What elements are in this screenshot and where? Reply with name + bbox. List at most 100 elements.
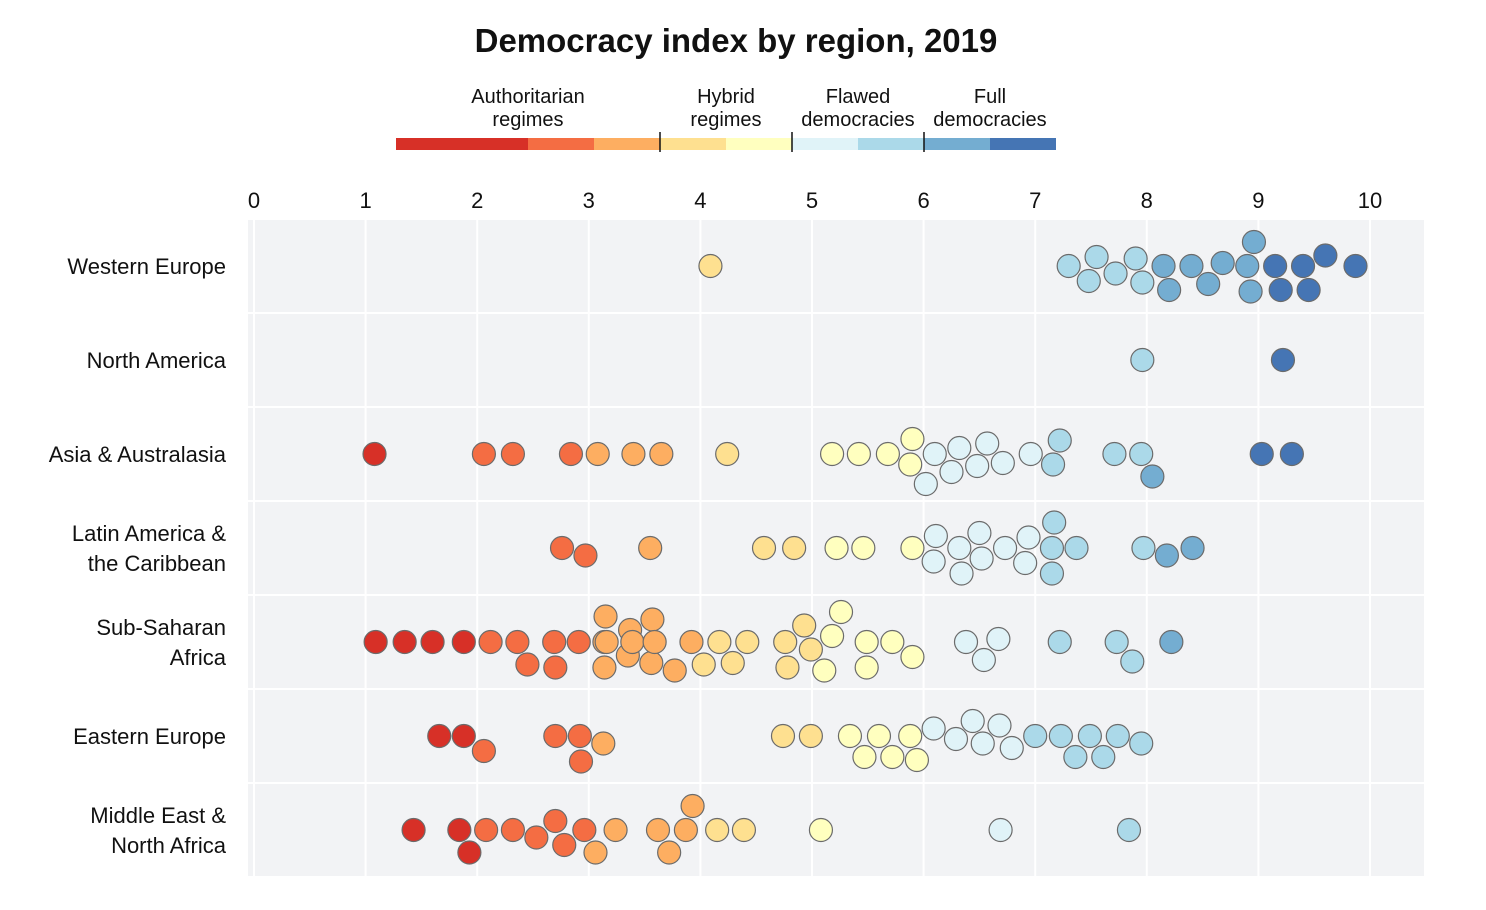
data-point — [649, 441, 674, 467]
data-point — [1104, 629, 1129, 655]
data-point — [819, 623, 845, 649]
data-point — [1039, 561, 1065, 586]
region-panel — [248, 314, 1424, 406]
data-point — [735, 629, 760, 655]
data-point — [999, 735, 1024, 761]
data-point — [1091, 744, 1116, 770]
data-point — [900, 644, 925, 670]
data-point — [543, 808, 568, 834]
data-point — [960, 708, 985, 734]
data-point — [866, 723, 892, 749]
data-point — [451, 723, 476, 749]
data-point — [566, 629, 591, 655]
data-point — [798, 637, 823, 662]
data-point — [852, 744, 877, 770]
data-point — [572, 817, 597, 843]
data-point — [1016, 525, 1041, 550]
data-point — [645, 817, 671, 843]
data-point — [392, 629, 417, 655]
data-point — [837, 723, 863, 749]
x-tick-label: 2 — [471, 188, 483, 213]
legend-swatch — [726, 138, 792, 150]
data-point — [1105, 723, 1130, 749]
data-point — [594, 629, 619, 655]
data-point — [939, 459, 964, 485]
data-point — [620, 629, 645, 655]
x-tick-label: 9 — [1252, 188, 1264, 213]
data-point — [642, 629, 667, 655]
data-point — [1290, 253, 1316, 279]
data-point — [593, 604, 618, 629]
data-point — [1343, 253, 1368, 279]
data-point — [568, 749, 594, 774]
data-point — [880, 629, 905, 655]
data-point — [947, 435, 972, 461]
region-label: Latin America & the Caribbean — [72, 521, 226, 576]
region-panel — [248, 784, 1424, 876]
data-point — [1235, 253, 1260, 279]
region-label: North America — [87, 348, 227, 373]
x-tick-label: 8 — [1141, 188, 1153, 213]
data-point — [1047, 428, 1072, 453]
data-point — [900, 426, 925, 452]
data-point — [1179, 253, 1204, 279]
data-point — [638, 535, 663, 561]
data-point — [921, 716, 946, 741]
data-point — [471, 441, 496, 467]
data-point — [573, 543, 598, 568]
data-point — [1241, 229, 1267, 255]
data-point — [715, 441, 740, 467]
legend-label: Hybrid regimes — [690, 86, 761, 131]
legend-swatch — [528, 138, 594, 150]
data-point — [1129, 441, 1154, 467]
data-point — [880, 744, 905, 770]
region-panel — [248, 690, 1424, 782]
data-point — [967, 520, 992, 546]
data-point — [846, 441, 871, 467]
data-point — [904, 747, 930, 773]
data-point — [1084, 244, 1109, 270]
data-point — [1013, 550, 1038, 576]
legend-swatch — [594, 138, 660, 150]
data-point — [543, 655, 568, 680]
legend-swatch — [858, 138, 924, 150]
data-point — [798, 723, 823, 749]
data-point — [1154, 543, 1179, 568]
data-point — [457, 840, 482, 865]
data-point — [1180, 535, 1205, 561]
data-point — [975, 431, 1000, 456]
data-point — [1064, 535, 1089, 561]
data-point — [923, 523, 948, 549]
data-point — [1047, 629, 1072, 655]
legend: Authoritarian regimes Hybrid regimes Flawed d… — [396, 86, 1056, 152]
chart-title: Democracy index by region, 2019 — [474, 22, 998, 59]
x-tick-label: 6 — [917, 188, 929, 213]
data-point — [1313, 243, 1338, 268]
data-point — [812, 658, 837, 683]
data-point — [500, 441, 526, 467]
legend-swatch — [396, 138, 528, 150]
data-point — [808, 817, 834, 843]
data-point — [1196, 271, 1221, 297]
data-point — [751, 535, 777, 561]
data-point — [921, 549, 946, 574]
data-point — [1102, 441, 1127, 467]
data-point — [1039, 535, 1065, 561]
data-point — [543, 723, 568, 749]
data-point — [567, 723, 592, 749]
region-label: Western Europe — [67, 254, 226, 279]
data-point — [427, 723, 452, 749]
data-point — [471, 738, 496, 764]
data-point — [478, 629, 503, 655]
data-point — [965, 453, 990, 479]
legend-label: Authoritarian regimes — [471, 86, 584, 131]
legend-swatch — [924, 138, 990, 150]
data-point — [947, 535, 972, 561]
data-point — [1210, 250, 1235, 276]
region-label: Eastern Europe — [73, 724, 226, 749]
data-point — [1123, 246, 1148, 271]
data-point — [1249, 441, 1274, 467]
data-point — [1140, 464, 1165, 489]
data-point — [851, 535, 876, 561]
data-point — [986, 626, 1011, 652]
